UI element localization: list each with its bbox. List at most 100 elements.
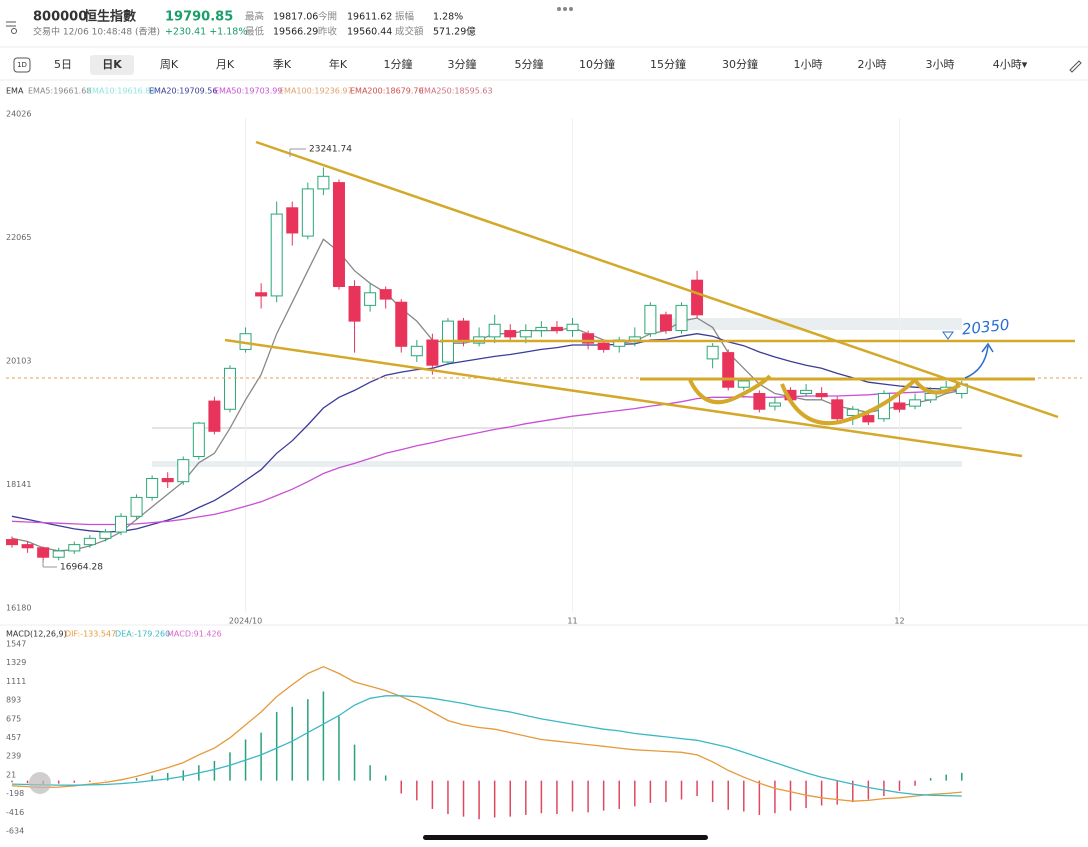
code: 800000 bbox=[33, 10, 87, 25]
legend-entry: MACD(12,26,9) bbox=[6, 630, 67, 639]
tab[interactable]: 3分鐘 bbox=[448, 57, 477, 71]
candle-body bbox=[862, 415, 875, 423]
cup-drawing bbox=[913, 378, 961, 395]
cup-drawing bbox=[688, 374, 772, 405]
indicator-line bbox=[11, 238, 962, 552]
cup-drawing bbox=[780, 378, 917, 426]
candle-body bbox=[21, 544, 34, 549]
y-tick-label: 1547 bbox=[6, 640, 26, 649]
y-tick-label: 893 bbox=[6, 696, 21, 705]
arrow bbox=[964, 342, 994, 379]
legend-entry: DIF:-133.547 bbox=[65, 630, 116, 639]
tab[interactable]: 30分鐘 bbox=[722, 57, 758, 71]
y-tick-label: 675 bbox=[6, 714, 21, 723]
legend-entry: MACD:91.426 bbox=[167, 630, 222, 639]
tab[interactable]: 10分鐘 bbox=[579, 57, 615, 71]
price: 19790.85 bbox=[165, 10, 233, 25]
tab[interactable]: 4小時▾ bbox=[993, 58, 1028, 71]
name: 恒生指數 bbox=[84, 9, 136, 25]
window-dots[interactable] bbox=[557, 7, 573, 11]
draw-icon[interactable] bbox=[1069, 60, 1082, 73]
tab[interactable]: 季K bbox=[273, 58, 292, 71]
candle-body bbox=[753, 393, 766, 410]
status: 交易中 12/06 10:48:48 (香港) bbox=[33, 26, 160, 38]
candle-body bbox=[146, 478, 159, 498]
candle-body bbox=[68, 544, 81, 552]
tab[interactable]: 1D bbox=[17, 61, 27, 69]
tab[interactable]: 1小時 bbox=[794, 58, 823, 71]
candle-body bbox=[37, 547, 50, 558]
min-label: 16964.28 bbox=[60, 563, 103, 573]
legend-entry: EMA200:18679.70 bbox=[350, 87, 424, 96]
candle-body bbox=[644, 304, 657, 335]
candle-body bbox=[846, 408, 859, 417]
y-tick-label: 239 bbox=[6, 752, 21, 761]
stat-value: 19566.29 bbox=[273, 27, 318, 38]
y-tick-label: 1111 bbox=[6, 677, 26, 686]
candle-body bbox=[379, 289, 392, 300]
tab[interactable]: 年K bbox=[329, 57, 348, 71]
tab[interactable]: 周K bbox=[160, 58, 179, 71]
candle-body bbox=[348, 285, 361, 322]
max-label: 23241.74 bbox=[309, 145, 352, 155]
candle-body bbox=[597, 342, 610, 350]
home-indicator[interactable] bbox=[423, 835, 708, 840]
tab[interactable]: 15分鐘 bbox=[650, 57, 686, 71]
candle-body bbox=[659, 314, 672, 332]
indicator-line bbox=[11, 695, 962, 797]
indicator-line bbox=[11, 389, 962, 526]
stat-label: 昨收 bbox=[318, 26, 338, 38]
candle-body bbox=[691, 279, 704, 316]
candle-body bbox=[317, 175, 330, 190]
tab[interactable]: 5日 bbox=[54, 58, 72, 71]
x-tick-label: 2024/10 bbox=[229, 617, 262, 626]
x-tick-label: 12 bbox=[894, 617, 904, 626]
tab[interactable]: 1分鐘 bbox=[384, 57, 413, 71]
y-tick-label: 1329 bbox=[6, 658, 26, 667]
candle-body bbox=[566, 323, 579, 332]
candle-body bbox=[223, 367, 236, 410]
trend-line bbox=[255, 140, 1059, 419]
candle-body bbox=[410, 345, 423, 357]
zone-band bbox=[152, 461, 962, 467]
legend-entry: EMA bbox=[6, 87, 24, 96]
tab[interactable]: 2小時 bbox=[858, 58, 887, 71]
tab[interactable]: 3小時 bbox=[926, 58, 955, 71]
change: +230.41 +1.18% bbox=[165, 27, 247, 38]
candle-body bbox=[550, 326, 563, 332]
candle-body bbox=[130, 496, 143, 517]
y-tick-label: -198 bbox=[6, 789, 24, 798]
y-tick-label: 20103 bbox=[6, 357, 31, 366]
candle-body bbox=[675, 304, 688, 332]
y-tick-label: 457 bbox=[6, 733, 21, 742]
stat-value: 571.29億 bbox=[433, 26, 476, 38]
legend-entry: EMA50:19703.99 bbox=[214, 87, 282, 96]
marker bbox=[942, 331, 954, 340]
trend-line bbox=[224, 338, 1023, 458]
tab[interactable]: 5分鐘 bbox=[515, 57, 544, 71]
tab[interactable]: 日K bbox=[102, 58, 122, 71]
y-tick-label: -416 bbox=[6, 808, 24, 817]
candle-body bbox=[535, 326, 548, 332]
y-tick-label: -634 bbox=[6, 827, 24, 836]
cursor-handle[interactable] bbox=[29, 772, 51, 794]
stat-label: 最低 bbox=[245, 26, 265, 38]
candle-body bbox=[177, 459, 190, 483]
y-tick-label: 24026 bbox=[6, 110, 31, 119]
tab[interactable]: 月K bbox=[216, 58, 235, 71]
stat-value: 19611.62 bbox=[347, 12, 392, 23]
candle-body bbox=[286, 207, 299, 234]
candle-body bbox=[768, 402, 781, 407]
menu-icon[interactable] bbox=[6, 21, 17, 34]
x-tick-label: 11 bbox=[567, 617, 577, 626]
y-tick-label: 22065 bbox=[6, 233, 31, 242]
candle-body bbox=[519, 330, 532, 338]
stat-label: 成交額 bbox=[395, 26, 424, 38]
zone-band bbox=[660, 318, 962, 330]
stat-value: 19560.44 bbox=[347, 27, 392, 38]
candle-body bbox=[800, 389, 813, 395]
candle-body bbox=[255, 292, 268, 297]
candle-body bbox=[301, 188, 314, 237]
candle-body bbox=[83, 537, 96, 546]
